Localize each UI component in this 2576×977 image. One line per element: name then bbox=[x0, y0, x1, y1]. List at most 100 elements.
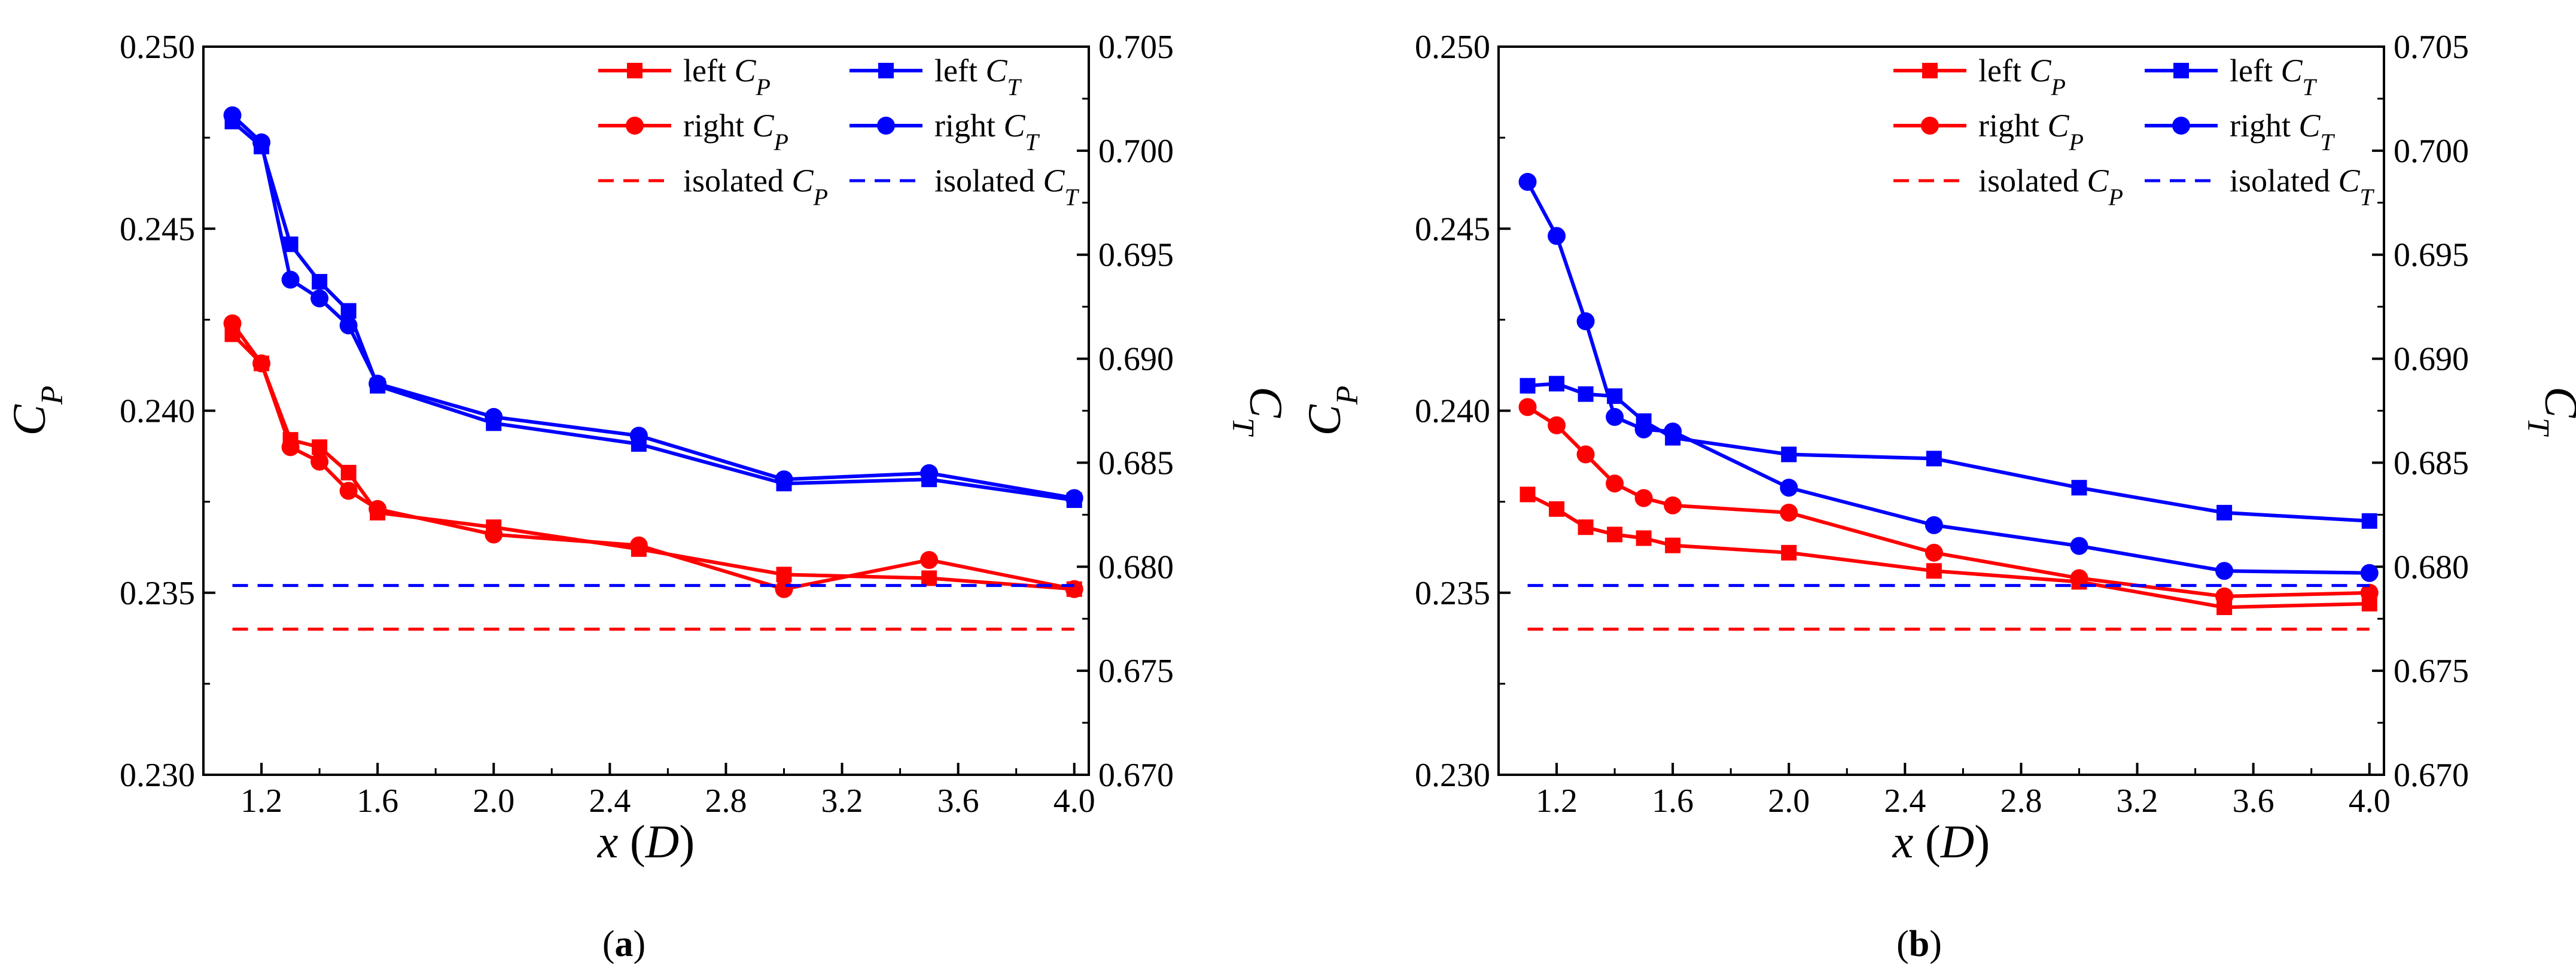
data-point-circle bbox=[310, 452, 329, 471]
legend: left CP left CT right CP right CT isolated C… bbox=[1893, 53, 2375, 211]
panel-label: (b) bbox=[1896, 924, 1942, 964]
y-left-tick-label: 0.235 bbox=[1415, 575, 1490, 612]
data-point-circle bbox=[485, 525, 503, 544]
legend-item: isolated CP bbox=[1893, 163, 2123, 211]
y-right-tick-label: 0.675 bbox=[2394, 653, 2469, 690]
data-point-circle bbox=[2215, 587, 2234, 605]
data-point-square bbox=[340, 303, 357, 319]
x-tick-label: 2.8 bbox=[2000, 783, 2042, 820]
legend-swatch-circle bbox=[1921, 117, 1939, 135]
data-point-circle bbox=[1576, 445, 1595, 464]
x-tick-label: 2.0 bbox=[473, 783, 514, 820]
data-point-circle bbox=[485, 407, 503, 426]
data-point-circle bbox=[339, 482, 358, 500]
x-axis-title: x (D) bbox=[597, 815, 695, 868]
data-point-circle bbox=[1634, 489, 1653, 507]
legend-label: right CT bbox=[934, 108, 1040, 156]
legend-swatch-circle bbox=[877, 117, 895, 135]
legend-label: left CP bbox=[683, 53, 771, 101]
legend-label: left CT bbox=[2230, 53, 2318, 101]
y-right-axis-title: CT bbox=[1226, 386, 1293, 437]
data-point-square bbox=[2361, 513, 2377, 529]
y-right-tick-label: 0.695 bbox=[2394, 237, 2469, 274]
data-point-square bbox=[1636, 530, 1652, 546]
data-point-circle bbox=[339, 316, 358, 334]
data-point-square bbox=[921, 570, 937, 586]
series-right-ct bbox=[223, 106, 1083, 507]
data-point-circle bbox=[281, 270, 300, 289]
x-tick-label: 3.6 bbox=[937, 783, 979, 820]
legend-swatch-square bbox=[878, 63, 894, 78]
y-right-tick-label: 0.690 bbox=[1098, 341, 1174, 378]
y-right-tick-label: 0.670 bbox=[1098, 757, 1174, 794]
data-point-circle bbox=[369, 375, 387, 393]
data-point-circle bbox=[2360, 583, 2379, 602]
data-point-circle bbox=[1548, 416, 1566, 434]
x-tick-label: 2.4 bbox=[1884, 783, 1926, 820]
legend-label: left CP bbox=[1978, 53, 2066, 101]
data-point-square bbox=[1549, 501, 1565, 517]
data-point-circle bbox=[1548, 227, 1566, 245]
y-left-axis-title: CP bbox=[1298, 386, 1365, 436]
data-point-circle bbox=[252, 354, 271, 373]
data-point-square bbox=[1926, 451, 1942, 467]
legend-label: isolated CP bbox=[683, 163, 828, 211]
data-point-square bbox=[2216, 504, 2233, 521]
data-point-circle bbox=[1606, 474, 1624, 493]
data-point-circle bbox=[1925, 516, 1943, 534]
series-line bbox=[231, 322, 1075, 591]
legend-label: isolated CT bbox=[2230, 163, 2375, 211]
legend-swatch-circle bbox=[2172, 117, 2190, 135]
legend-label: isolated CP bbox=[1978, 163, 2123, 211]
legend-swatch-square bbox=[2173, 63, 2189, 78]
y-left-tick-label: 0.230 bbox=[1415, 757, 1490, 794]
y-left-tick-label: 0.250 bbox=[1415, 29, 1490, 66]
y-left-tick-label: 0.245 bbox=[1415, 211, 1490, 248]
x-tick-label: 1.2 bbox=[240, 783, 282, 820]
y-right-tick-label: 0.675 bbox=[1098, 653, 1174, 690]
data-point-circle bbox=[920, 464, 939, 482]
legend-swatch-square bbox=[627, 63, 643, 78]
legend-item: left CT bbox=[849, 53, 1022, 101]
x-tick-label: 4.0 bbox=[1053, 783, 1095, 820]
y-right-tick-label: 0.685 bbox=[1098, 445, 1174, 482]
x-tick-label: 2.4 bbox=[589, 783, 631, 820]
legend-item: right CP bbox=[598, 108, 788, 156]
data-point-circle bbox=[2070, 569, 2088, 588]
data-point-circle bbox=[629, 427, 648, 445]
legend: left CP left CT right CP right CT isolated C… bbox=[598, 53, 1080, 211]
legend-swatch-circle bbox=[626, 117, 644, 135]
data-point-circle bbox=[1780, 479, 1798, 497]
y-left-tick-label: 0.235 bbox=[120, 575, 195, 612]
x-tick-label: 4.0 bbox=[2349, 783, 2391, 820]
chart-panel-a: 1.2 1.6 2.0 2.4 2.8 3.2 3.6 4.0 0.230 0.235 0.240 0… bbox=[3, 29, 1292, 964]
x-tick-label: 1.2 bbox=[1536, 783, 1578, 820]
data-point-square bbox=[2071, 480, 2087, 496]
x-tick-label: 1.6 bbox=[357, 783, 398, 820]
legend-item: isolated CP bbox=[598, 163, 828, 211]
data-point-circle bbox=[1576, 312, 1595, 330]
data-point-circle bbox=[2360, 564, 2379, 582]
data-point-square bbox=[1578, 519, 1594, 535]
data-point-circle bbox=[1065, 580, 1083, 598]
y-right-tick-label: 0.680 bbox=[2394, 549, 2469, 586]
data-point-square bbox=[1665, 537, 1681, 553]
data-point-circle bbox=[1518, 398, 1537, 416]
data-point-square bbox=[1926, 563, 1942, 579]
legend-label: right CT bbox=[2230, 108, 2336, 156]
x-tick-label: 1.6 bbox=[1652, 783, 1694, 820]
panel-label: (a) bbox=[602, 924, 645, 964]
y-right-tick-label: 0.680 bbox=[1098, 549, 1174, 586]
y-left-axis-title: CP bbox=[3, 386, 69, 436]
y-right-axis-title: CT bbox=[2522, 386, 2576, 437]
legend-item: isolated CT bbox=[849, 163, 1080, 211]
data-point-circle bbox=[1634, 420, 1653, 439]
legend-label: isolated CT bbox=[934, 163, 1080, 211]
data-point-circle bbox=[1664, 496, 1682, 515]
data-point-square bbox=[1520, 486, 1536, 503]
x-tick-label: 3.2 bbox=[2117, 783, 2158, 820]
legend-label: right CP bbox=[1978, 108, 2084, 156]
legend-item: right CP bbox=[1893, 108, 2084, 156]
series-line bbox=[1527, 492, 2370, 610]
series-left-ct bbox=[1520, 376, 2377, 529]
